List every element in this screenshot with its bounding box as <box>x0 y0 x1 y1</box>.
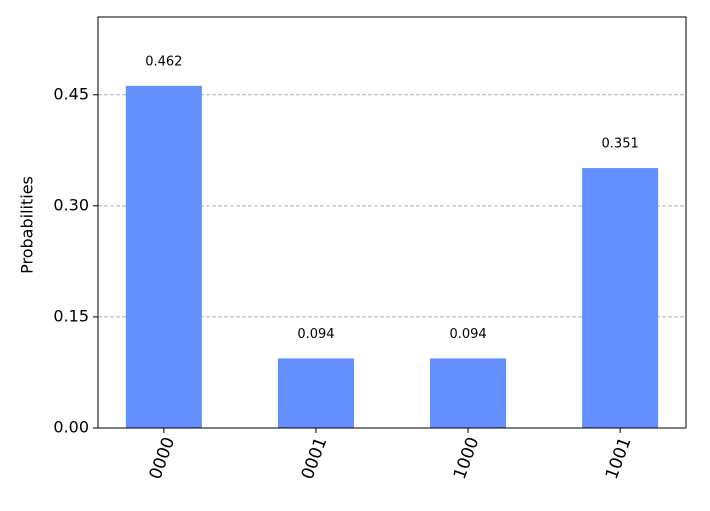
bar <box>430 358 507 428</box>
y-tick-label: 0.15 <box>53 306 89 325</box>
x-tick-label: 1000 <box>450 435 484 482</box>
x-tick-label: 0000 <box>146 435 180 482</box>
bar <box>277 358 354 428</box>
y-tick-label: 0.00 <box>53 418 89 437</box>
y-axis-label: Probabilities <box>18 176 37 274</box>
plot-frame <box>97 16 687 429</box>
x-tick-label: 0001 <box>298 435 332 482</box>
x-tick-label: 1001 <box>602 435 636 482</box>
value-label: 0.351 <box>602 137 639 152</box>
y-tick-label: 0.30 <box>53 195 89 214</box>
value-label: 0.094 <box>297 327 334 342</box>
value-label: 0.094 <box>449 327 486 342</box>
y-tick-label: 0.45 <box>53 84 89 103</box>
bar <box>125 85 202 428</box>
bar <box>582 168 659 429</box>
value-label: 0.462 <box>145 54 182 69</box>
